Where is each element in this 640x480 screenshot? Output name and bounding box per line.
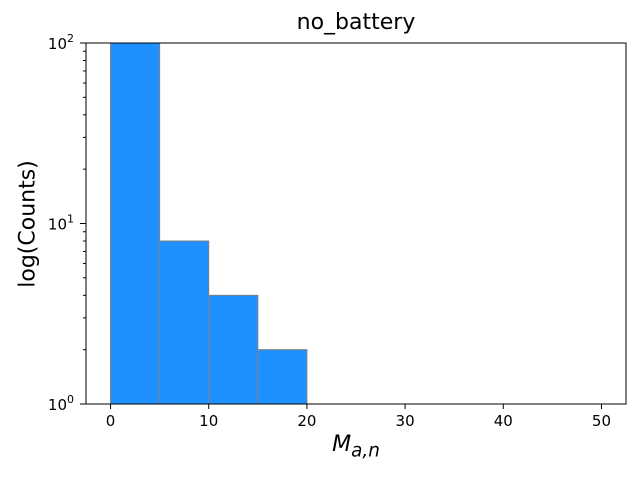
- x-axis-label: Ma,n: [332, 432, 380, 462]
- x-tick-label-40: 40: [494, 412, 513, 430]
- x-tick-label-10: 10: [199, 412, 218, 430]
- y-tick-label-1: 100: [48, 393, 74, 414]
- y-axis-label: log(Counts): [15, 160, 41, 288]
- y-tick-label-100: 102: [48, 32, 74, 53]
- x-tick-label-0: 0: [106, 412, 116, 430]
- x-tick-label-50: 50: [592, 412, 611, 430]
- histogram-bar-3: [257, 349, 308, 405]
- x-tick-label-20: 20: [297, 412, 316, 430]
- chart-title: no_battery: [296, 10, 416, 35]
- histogram-bar-2: [208, 294, 259, 405]
- y-tick-label-10: 101: [48, 213, 74, 234]
- x-tick-label-30: 30: [396, 412, 415, 430]
- histogram-bar-0: [110, 42, 161, 405]
- x-axis-label-subscript: a,n: [351, 440, 380, 462]
- histogram-bar-1: [159, 240, 210, 405]
